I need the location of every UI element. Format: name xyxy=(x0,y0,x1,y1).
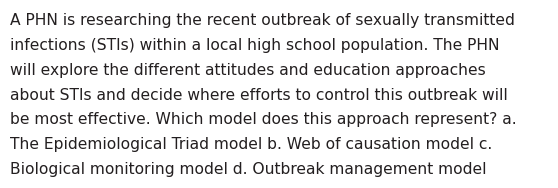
Text: be most effective. Which model does this approach represent? a.: be most effective. Which model does this… xyxy=(10,112,517,127)
Text: infections (STIs) within a local high school population. The PHN: infections (STIs) within a local high sc… xyxy=(10,38,499,53)
Text: Biological monitoring model d. Outbreak management model: Biological monitoring model d. Outbreak … xyxy=(10,162,487,177)
Text: A PHN is researching the recent outbreak of sexually transmitted: A PHN is researching the recent outbreak… xyxy=(10,13,515,28)
Text: will explore the different attitudes and education approaches: will explore the different attitudes and… xyxy=(10,63,486,78)
Text: The Epidemiological Triad model b. Web of causation model c.: The Epidemiological Triad model b. Web o… xyxy=(10,137,492,152)
Text: about STIs and decide where efforts to control this outbreak will: about STIs and decide where efforts to c… xyxy=(10,88,508,103)
